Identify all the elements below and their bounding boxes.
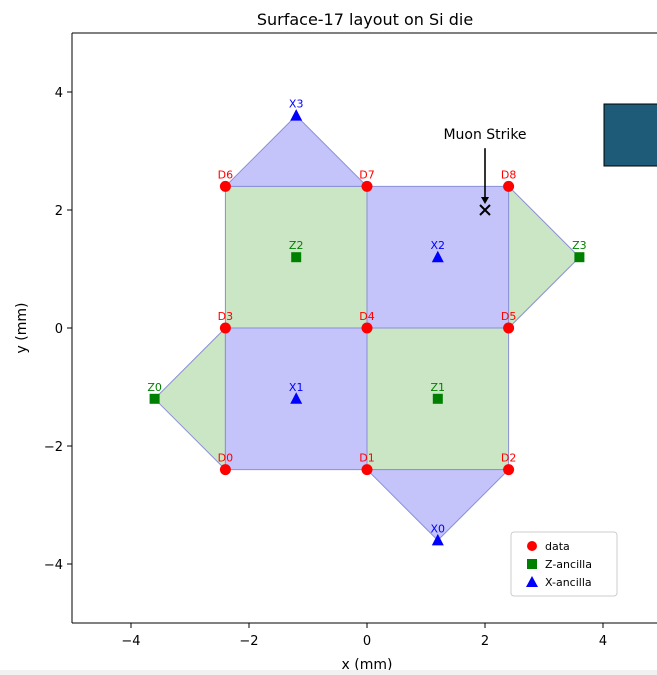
x-ancilla-x2 bbox=[431, 250, 444, 263]
qubit-label-x3: X3 bbox=[289, 98, 304, 111]
qubit-label-x0: X0 bbox=[431, 522, 446, 535]
bottom-strip bbox=[0, 670, 657, 675]
data-qubit-d2 bbox=[503, 464, 515, 476]
qubit-label-d7: D7 bbox=[359, 168, 374, 181]
z-ancilla-z1 bbox=[432, 393, 443, 404]
qubit-label-x2: X2 bbox=[431, 239, 446, 252]
z-ancilla-z0 bbox=[149, 393, 160, 404]
y-tick-label: −4 bbox=[44, 558, 63, 573]
qubit-label-d5: D5 bbox=[501, 310, 516, 323]
x-tick-label: 0 bbox=[363, 634, 371, 649]
y-axis-label: y (mm) bbox=[14, 303, 30, 354]
qubit-label-d8: D8 bbox=[501, 168, 516, 181]
annotation-label: Muon Strike bbox=[443, 127, 526, 143]
data-qubit-d5 bbox=[503, 322, 515, 334]
x-ancilla-x3 bbox=[290, 109, 303, 121]
y-tick-label: −2 bbox=[44, 440, 63, 455]
legend-label: data bbox=[545, 540, 570, 553]
chart-title: Surface-17 layout on Si die bbox=[257, 10, 473, 29]
legend-marker-data bbox=[527, 541, 537, 551]
y-tick-label: 4 bbox=[55, 86, 63, 101]
data-qubit-d1 bbox=[361, 464, 373, 476]
legend-label: Z-ancilla bbox=[545, 558, 592, 571]
data-qubit-d3 bbox=[219, 322, 231, 334]
plot-area: D0 D1 D2 D3 D4 D5 D6 D7 D8 Z0 Z1 Z2 Z3 X0 X1 X2 X3 Muon S… bbox=[44, 32, 657, 649]
x-plaquette-6 bbox=[365, 469, 510, 542]
overlay-box bbox=[603, 103, 657, 167]
z-plaquette-3 bbox=[508, 185, 581, 330]
x-plaquette-7 bbox=[224, 114, 369, 187]
z-plaquette-2 bbox=[153, 326, 226, 471]
x-ancilla-x0 bbox=[431, 533, 444, 546]
qubit-label-d2: D2 bbox=[501, 452, 516, 465]
z-ancilla-z2 bbox=[291, 252, 302, 263]
muon-strike-marker bbox=[479, 204, 491, 216]
legend-marker-z-ancilla bbox=[527, 559, 537, 569]
qubit-label-d0: D0 bbox=[218, 452, 233, 465]
x-tick-label: −2 bbox=[239, 634, 258, 649]
data-qubit-d7 bbox=[361, 180, 373, 192]
qubit-label-z3: Z3 bbox=[572, 239, 587, 252]
x-axis-label: x (mm) bbox=[342, 657, 393, 673]
qubit-label-d4: D4 bbox=[359, 310, 374, 323]
x-tick-label: −4 bbox=[121, 634, 140, 649]
data-qubit-d6 bbox=[219, 180, 231, 192]
qubit-label-x1: X1 bbox=[289, 381, 304, 394]
x-tick-label: 2 bbox=[481, 634, 489, 649]
qubit-label-d6: D6 bbox=[218, 168, 233, 181]
qubit-label-z1: Z1 bbox=[431, 381, 446, 394]
qubit-label-d1: D1 bbox=[359, 452, 374, 465]
data-qubit-d8 bbox=[503, 180, 515, 192]
x-tick-label: 4 bbox=[599, 634, 607, 649]
legend-marker-x-ancilla bbox=[526, 576, 538, 587]
annotation-arrow-head bbox=[481, 197, 489, 204]
data-qubit-d4 bbox=[361, 322, 373, 334]
qubit-label-z0: Z0 bbox=[147, 381, 162, 394]
y-tick-label: 2 bbox=[55, 204, 63, 219]
qubit-label-z2: Z2 bbox=[289, 239, 304, 252]
y-tick-label: 0 bbox=[55, 322, 63, 337]
x-ancilla-x1 bbox=[290, 392, 303, 404]
qubit-label-d3: D3 bbox=[218, 310, 233, 323]
legend-label: X-ancilla bbox=[545, 576, 592, 589]
z-ancilla-z3 bbox=[574, 252, 585, 263]
legend-box bbox=[510, 531, 618, 597]
data-qubit-d0 bbox=[219, 464, 231, 476]
